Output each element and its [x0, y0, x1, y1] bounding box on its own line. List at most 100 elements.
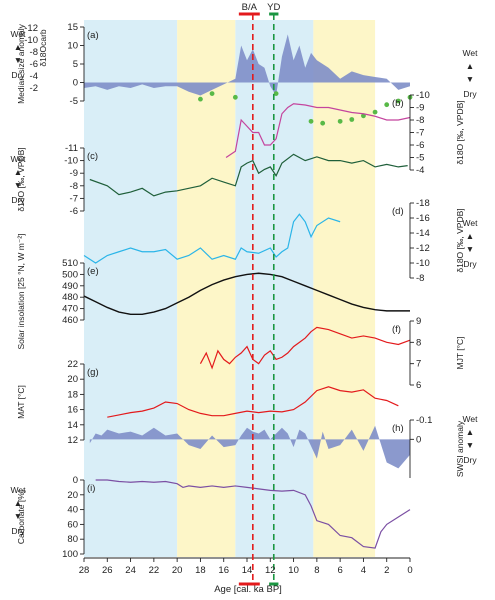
B/A-label: B/A	[242, 2, 258, 13]
e-tick-label-5: 510	[62, 258, 78, 269]
left-dry-arrow-2: ▼	[14, 511, 22, 521]
c-tick-label-4: -7	[70, 193, 78, 204]
i-panel-label: (i)	[87, 483, 95, 494]
a-tick-label-0: -5	[70, 96, 78, 107]
g-tick-label-4: 20	[67, 374, 78, 385]
b-tick-label-6: -4	[416, 165, 424, 176]
wet-arrow-1: ▲	[466, 231, 474, 241]
a-tick-label-3: 10	[67, 41, 78, 52]
b-tick-label-3: -7	[416, 128, 424, 139]
a-point-2	[232, 94, 238, 100]
e-tick-label-2: 480	[62, 292, 78, 303]
g-tick-label-1: 14	[67, 420, 78, 431]
c-panel-label: (c)	[87, 151, 98, 162]
a-second-tick-label-4: -4	[30, 71, 38, 82]
x-tick-label-3: 22	[149, 565, 160, 576]
x-tick-label-4: 20	[172, 565, 183, 576]
left-wet-arrow-2: ▲	[14, 498, 22, 508]
d-tick-label-5: -8	[416, 273, 424, 284]
d-tick-label-0: -18	[416, 198, 430, 209]
left-dry-arrow-0: ▼	[14, 55, 22, 65]
a-point-10	[384, 102, 390, 108]
h-panel-label: (h)	[392, 423, 404, 434]
x-tick-label-5: 18	[195, 565, 206, 576]
x-tick-label-8: 12	[265, 565, 276, 576]
a-second-ylabel: δ18Ocarb	[38, 29, 48, 67]
g-panel-label: (g)	[87, 367, 99, 378]
b-tick-label-0: -10	[416, 90, 430, 101]
x-tick-label-14: 0	[407, 565, 412, 576]
b-panel-label: (b)	[392, 98, 404, 109]
e-ylabel: Solar insolation [25 °N, W m⁻²]	[16, 233, 26, 349]
e-line-0	[83, 272, 410, 315]
c-ylabel: δ18O [‰, VPDB]	[16, 147, 26, 211]
c-tick-label-2: -9	[70, 168, 78, 179]
a-point-4	[308, 118, 314, 124]
c-tick-label-0: -11	[65, 143, 78, 154]
x-tick-label-2: 24	[125, 565, 136, 576]
a-point-11	[395, 98, 401, 104]
a-panel-label: (a)	[87, 30, 99, 41]
time-band-0	[84, 20, 178, 557]
x-tick-label-9: 10	[288, 565, 299, 576]
d-tick-label-2: -14	[416, 228, 430, 239]
i-tick-label-1: 20	[67, 490, 78, 501]
g-tick-label-5: 22	[67, 359, 78, 370]
d-tick-label-3: -12	[416, 243, 430, 254]
left-wet-label-0: Wet	[11, 29, 27, 39]
a-second-tick-label-5: -2	[30, 83, 38, 94]
a-point-0	[198, 96, 203, 102]
e-tick-label-4: 500	[62, 269, 78, 280]
f-panel-label: (f)	[392, 324, 401, 335]
wet-label-2: Wet	[463, 414, 479, 424]
x-axis-label: Age [cal. ka BP]	[214, 584, 282, 595]
a-point-9	[372, 109, 378, 115]
d-panel-label: (d)	[392, 206, 404, 217]
x-tick-label-10: 8	[314, 565, 319, 576]
f-line-0	[199, 326, 411, 370]
left-dry-label-1: Dry	[11, 195, 25, 205]
YD-label: YD	[267, 2, 280, 13]
a-ylabel: Median size anomaly	[16, 23, 26, 104]
d-line-0	[83, 213, 341, 264]
a-second-tick-label-1: -10	[24, 35, 38, 46]
x-tick-label-6: 16	[218, 565, 229, 576]
a-tick-label-2: 5	[73, 59, 78, 70]
dry-arrow-1: ▼	[466, 244, 474, 254]
a-point-3	[273, 91, 279, 96]
b-tick-label-1: -9	[416, 103, 424, 114]
dry-label-1: Dry	[463, 259, 477, 269]
g-tick-label-3: 18	[67, 389, 78, 400]
a-second-tick-label-0: -12	[24, 23, 38, 34]
a-point-6	[337, 118, 343, 124]
time-band-1	[177, 20, 236, 557]
x-tick-label-11: 6	[337, 565, 342, 576]
g-tick-label-0: 12	[67, 435, 78, 446]
wet-arrow-2: ▲	[466, 427, 474, 437]
i-tick-label-0: 0	[73, 475, 78, 486]
dry-label-2: Dry	[463, 455, 477, 465]
left-dry-arrow-1: ▼	[14, 180, 22, 190]
e-tick-label-0: 460	[62, 315, 78, 326]
left-wet-arrow-1: ▲	[14, 167, 22, 177]
a-second-tick-label-2: -8	[30, 47, 38, 58]
a-point-5	[320, 120, 326, 126]
a-second-tick-label-3: -6	[30, 59, 38, 70]
b-tick-label-4: -6	[416, 140, 424, 151]
wet-label-1: Wet	[463, 218, 479, 228]
left-wet-label-1: Wet	[11, 154, 27, 164]
c-line-0	[89, 153, 408, 197]
x-tick-label-1: 26	[102, 565, 113, 576]
b-ylabel: δ18O [‰, VPDB]	[455, 100, 465, 164]
f-tick-label-2: 8	[416, 337, 421, 348]
i-line-0	[95, 479, 411, 549]
e-tick-label-3: 490	[62, 281, 78, 292]
i-tick-label-4: 80	[67, 534, 78, 545]
c-tick-label-3: -8	[70, 181, 78, 192]
i-tick-label-3: 60	[67, 519, 78, 530]
dry-arrow-0: ▼	[466, 74, 474, 84]
dry-label-0: Dry	[463, 89, 477, 99]
time-band-3	[313, 20, 376, 557]
c-tick-label-1: -10	[64, 156, 78, 167]
f-tick-label-1: 7	[416, 359, 421, 370]
